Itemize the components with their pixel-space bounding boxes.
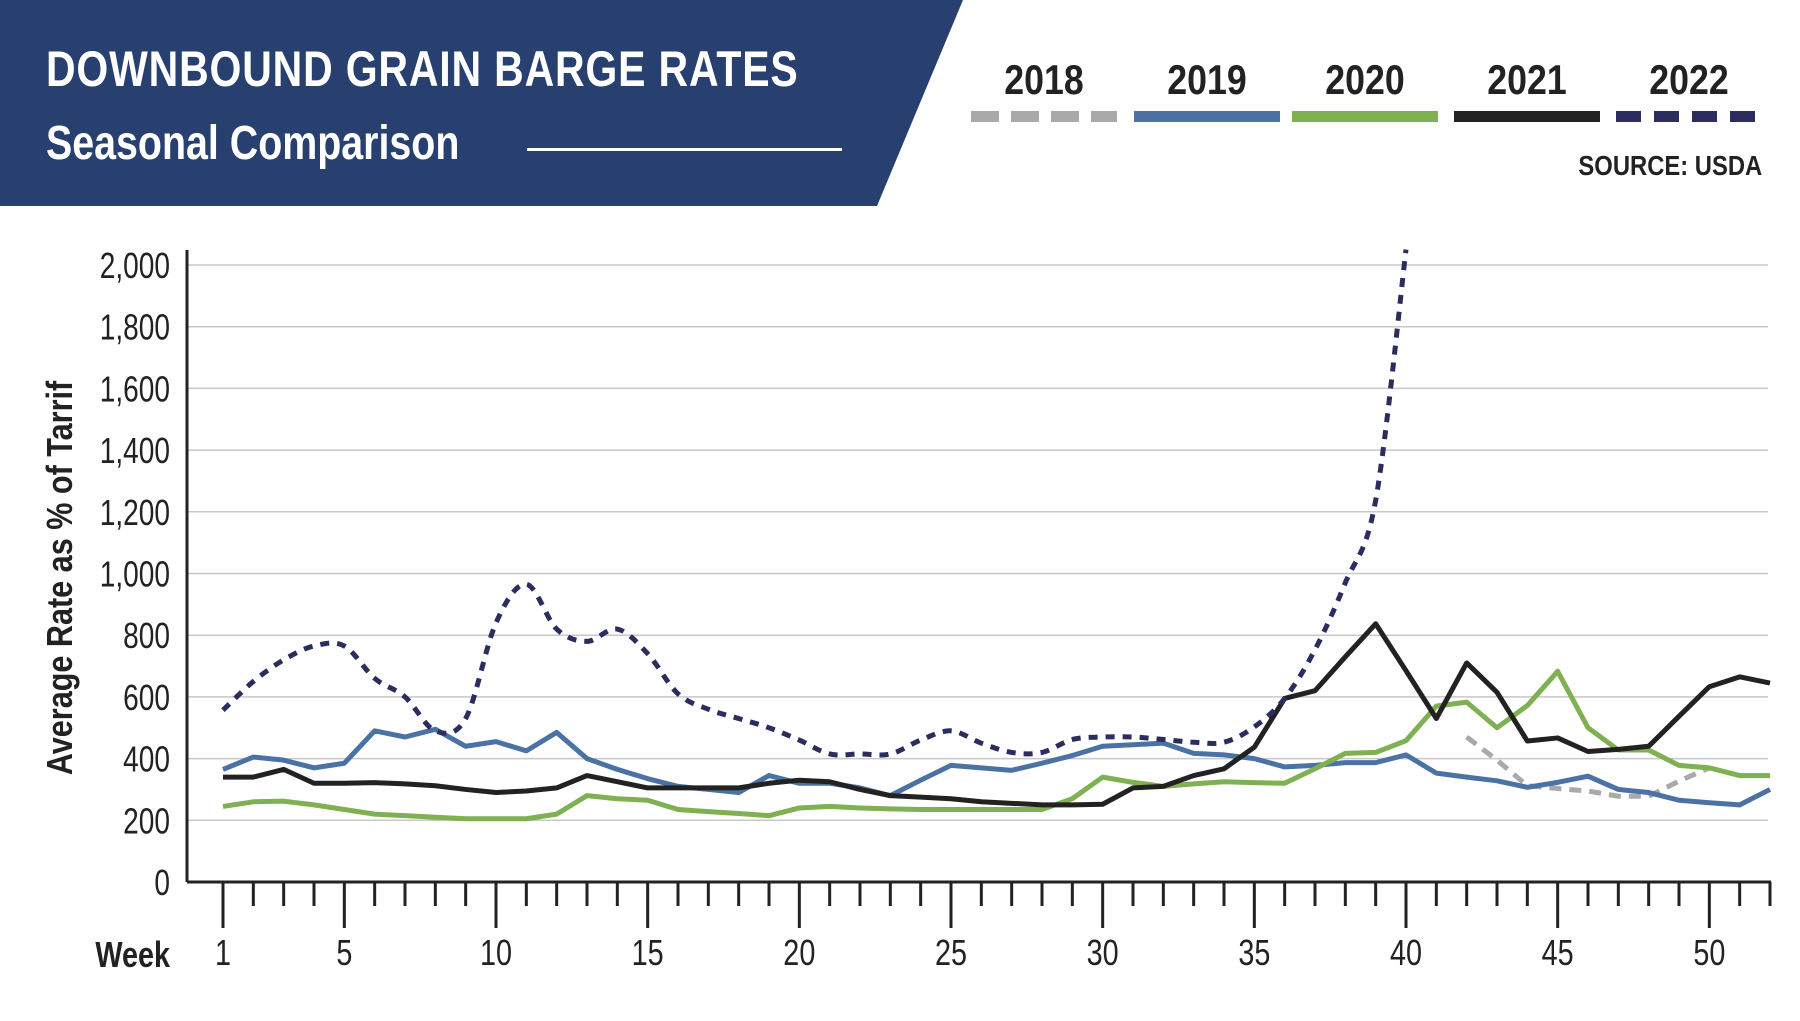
y-tick-label: 600 [123, 678, 170, 718]
chart-title: DOWNBOUND GRAIN BARGE RATES [46, 41, 799, 97]
x-tick-label: 30 [1087, 932, 1119, 973]
legend-swatch-2022 [1616, 111, 1762, 122]
x-tick-label: 35 [1238, 932, 1270, 973]
legend-label-2022: 2022 [1649, 56, 1729, 103]
legend-label-2018: 2018 [1004, 56, 1084, 103]
y-tick-label: 1,400 [100, 431, 170, 471]
y-tick-label: 1,600 [100, 369, 170, 409]
legend-label-2019: 2019 [1167, 56, 1247, 103]
series-line-2018 [1465, 735, 1711, 799]
y-tick-label: 1,800 [100, 307, 170, 347]
series-line-2021 [223, 621, 1771, 808]
series-line-2022 [221, 249, 1409, 758]
y-tick-label: 2,000 [100, 246, 170, 286]
series-line-2019 [222, 726, 1772, 808]
legend-label-2021: 2021 [1487, 56, 1567, 103]
y-tick-label: 1,000 [100, 554, 170, 594]
legend-swatch-2021 [1454, 111, 1600, 122]
subtitle-rule [527, 148, 842, 151]
y-tick-label: 400 [123, 739, 170, 779]
x-tick-label: 50 [1693, 932, 1725, 973]
legend-swatch-2020 [1292, 111, 1438, 122]
x-tick-label: 20 [783, 932, 815, 973]
y-axis-label: Average Rate as % of Tarrif [41, 380, 81, 775]
x-tick-label: 1 [215, 932, 231, 973]
x-tick-label: 5 [336, 932, 352, 973]
x-tick-label: 45 [1542, 932, 1574, 973]
y-tick-label: 0 [154, 863, 170, 903]
x-tick-label: 10 [480, 932, 512, 973]
source-note: SOURCE: USDA [1578, 150, 1762, 181]
legend-swatch-2019 [1134, 111, 1280, 122]
legend-swatch-2018 [971, 111, 1117, 122]
legend-label-2020: 2020 [1325, 56, 1405, 103]
y-tick-label: 200 [123, 801, 170, 841]
x-tick-label: 40 [1390, 932, 1422, 973]
x-tick-label: 15 [632, 932, 664, 973]
x-tick-label: 25 [935, 932, 967, 973]
banner-shape [0, 0, 963, 206]
series-line-2020 [222, 668, 1770, 822]
title-banner [0, 0, 963, 206]
chart-subtitle: Seasonal Comparison [46, 117, 460, 170]
x-axis-label: Week [95, 934, 170, 975]
y-tick-label: 800 [123, 616, 170, 656]
y-tick-label: 1,200 [100, 492, 170, 532]
